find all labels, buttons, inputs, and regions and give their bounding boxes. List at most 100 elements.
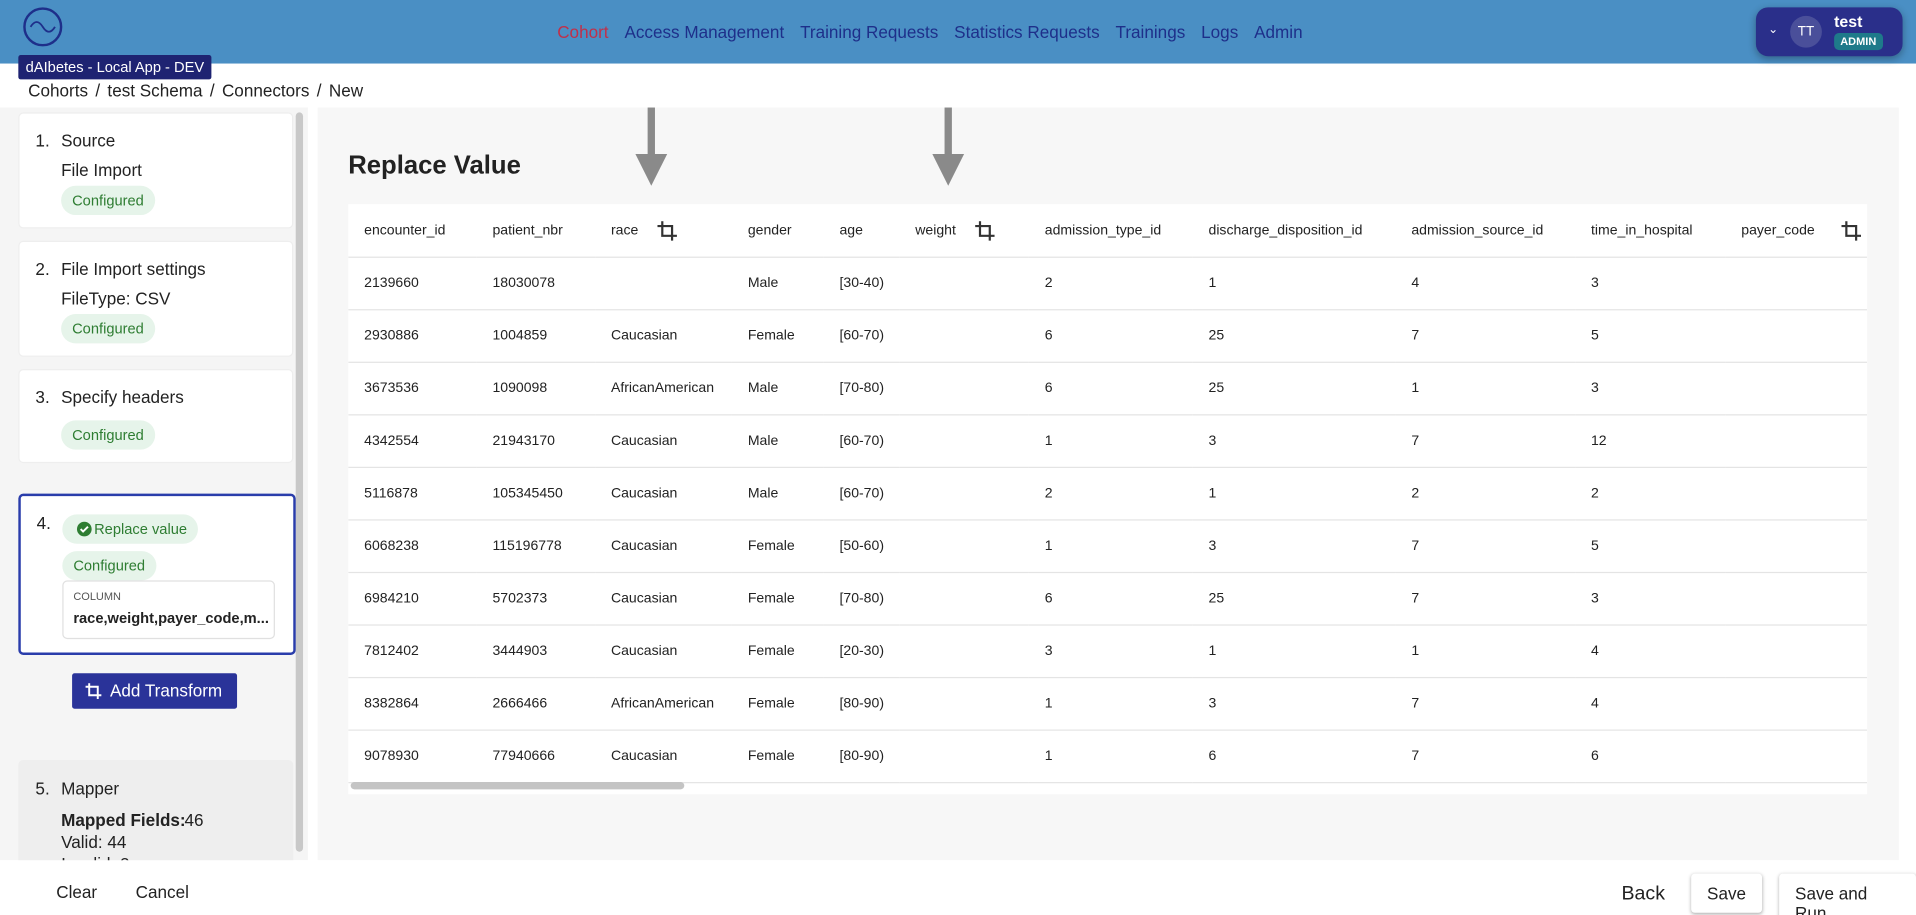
table-cell: Caucasian — [595, 730, 732, 784]
button-label: Add Transform — [109, 680, 223, 701]
column-header: payer_code — [1725, 204, 1868, 258]
table-cell: [60-70) — [823, 309, 900, 363]
table-cell: 1004859 — [476, 309, 596, 363]
separator: / — [316, 80, 322, 101]
check-icon — [76, 521, 92, 537]
table-cell: [20-30) — [823, 625, 900, 679]
header-row: encounter_id patient_nbr race gender age weig… — [348, 204, 1868, 258]
column-header: admission_type_id — [1028, 204, 1193, 258]
table-cell: 7 — [1395, 414, 1576, 469]
table-cell: 4 — [1575, 677, 1726, 731]
column-name: admission_source_id — [1411, 223, 1544, 238]
column-header: discharge_disposition_id — [1192, 204, 1396, 258]
nav-link[interactable]: Training Requests — [800, 21, 939, 42]
table-cell: 7 — [1395, 519, 1576, 574]
table-cell: 5702373 — [476, 572, 596, 626]
table-cell — [899, 677, 1029, 731]
mapped-value: 46 — [184, 810, 204, 830]
table-cell: 77940666 — [476, 730, 596, 784]
user-role: ADMIN — [1834, 32, 1883, 51]
footer-button[interactable]: Clear — [56, 882, 98, 902]
step-card[interactable]: 2. File Import settings FileType: CSV Con… — [18, 240, 294, 357]
panel-title: Replace Value — [348, 151, 521, 180]
step-card[interactable]: 1. Source File Import Configured — [18, 112, 294, 229]
step-number: 3. — [35, 387, 50, 407]
table-row: 7812402 3444903 Caucasian Female [20-30) 3 1 1 4 — [348, 625, 1868, 679]
table-cell: 25 — [1192, 309, 1396, 363]
table-cell: 3 — [1192, 519, 1396, 574]
table-cell — [1725, 467, 1868, 521]
separator: / — [95, 80, 101, 101]
table-cell: [70-80) — [823, 572, 900, 626]
table-cell: Caucasian — [595, 519, 732, 574]
table-row: 6984210 5702373 Caucasian Female [70-80) 6 25 7… — [348, 572, 1868, 626]
table-cell: 25 — [1192, 572, 1396, 626]
app-badge: dAIbetes - Local App - DEV — [18, 54, 212, 80]
column-name: payer_code — [1741, 223, 1815, 238]
user-name: test — [1834, 12, 1863, 31]
table-cell: 4342554 — [348, 414, 477, 469]
table-cell: Caucasian — [595, 572, 732, 626]
breadcrumb[interactable]: test Schema — [107, 80, 203, 101]
field-label: COLUMN — [73, 590, 121, 603]
nav-link[interactable]: Trainings — [1115, 21, 1186, 42]
footer-button[interactable]: Back — [1621, 883, 1665, 905]
footer-button[interactable]: Cancel — [135, 882, 189, 902]
step-title: Mapper — [61, 778, 120, 798]
step-number: 5. — [35, 778, 50, 798]
step-card[interactable]: 5.Mapper Mapped Fields: 46 Valid: 44 Inv… — [18, 760, 294, 874]
table-cell: 9078930 — [348, 730, 477, 784]
step-title: Source — [61, 130, 116, 151]
table-row: 2139660 18030078 Male [30-40) 2 1 4 3 — [348, 257, 1868, 311]
footer-button[interactable]: Save — [1691, 873, 1762, 913]
status-chip: Configured — [61, 185, 155, 216]
table-cell: [60-70) — [823, 414, 900, 469]
table-cell: 3 — [1575, 257, 1726, 311]
column-name: race — [610, 223, 639, 238]
table-cell — [1725, 362, 1868, 416]
nav-link[interactable]: Admin — [1254, 21, 1303, 42]
nav-link[interactable]: Access Management — [624, 21, 785, 42]
step-detail: FileType: CSV — [61, 288, 171, 308]
table-cell: 6984210 — [348, 572, 477, 626]
table-cell — [1725, 677, 1868, 731]
table-cell: 12 — [1575, 414, 1726, 469]
crop-icon[interactable] — [975, 220, 995, 241]
crop-icon[interactable] — [1841, 220, 1862, 241]
table-cell: 7 — [1395, 309, 1576, 363]
table-cell: Female — [731, 572, 824, 626]
table-cell: 2 — [1395, 467, 1576, 521]
step-card[interactable]: 3. Specify headers Configured — [18, 369, 294, 464]
field-value: race,weight,payer_code,m... — [73, 609, 269, 627]
table-cell — [899, 257, 1029, 311]
table-cell: 2 — [1575, 467, 1726, 521]
step-number: 4. — [36, 513, 51, 533]
table-cell: 4 — [1395, 257, 1576, 311]
table-cell: Female — [731, 677, 824, 731]
nav-link[interactable]: Logs — [1201, 21, 1239, 42]
nav-link[interactable]: Statistics Requests — [954, 21, 1100, 42]
table-cell: Male — [731, 467, 824, 521]
table-cell: 4 — [1575, 625, 1726, 679]
step-title: File Import settings — [61, 259, 206, 279]
status-chip: Configured — [62, 551, 157, 581]
table-wrapper: encounter_id patient_nbr race gender age weig… — [348, 204, 1868, 795]
table-cell: Female — [731, 625, 824, 679]
crop-icon[interactable] — [657, 220, 678, 241]
step-card[interactable]: 4. Replace value Configured COLUMN race,… — [18, 493, 296, 655]
table-cell: [60-70) — [823, 467, 900, 521]
column-header: admission_source_id — [1395, 204, 1576, 258]
nav-link[interactable]: Cohort — [557, 21, 609, 42]
breadcrumb[interactable]: Cohorts — [28, 80, 89, 101]
breadcrumb[interactable]: Connectors — [221, 80, 310, 101]
footer-button[interactable]: Save and Run — [1779, 873, 1916, 915]
user-menu[interactable]: ⌄ TT test ADMIN — [1755, 7, 1903, 57]
column-name: time_in_hospital — [1590, 223, 1693, 238]
table-cell — [899, 414, 1029, 469]
table-cell — [595, 257, 732, 311]
add-transform-button[interactable]: Add Transform — [72, 673, 238, 709]
table-cell: Male — [731, 257, 824, 311]
table-cell — [899, 362, 1029, 416]
avatar: TT — [1790, 15, 1822, 48]
table-cell: 7 — [1395, 677, 1576, 731]
